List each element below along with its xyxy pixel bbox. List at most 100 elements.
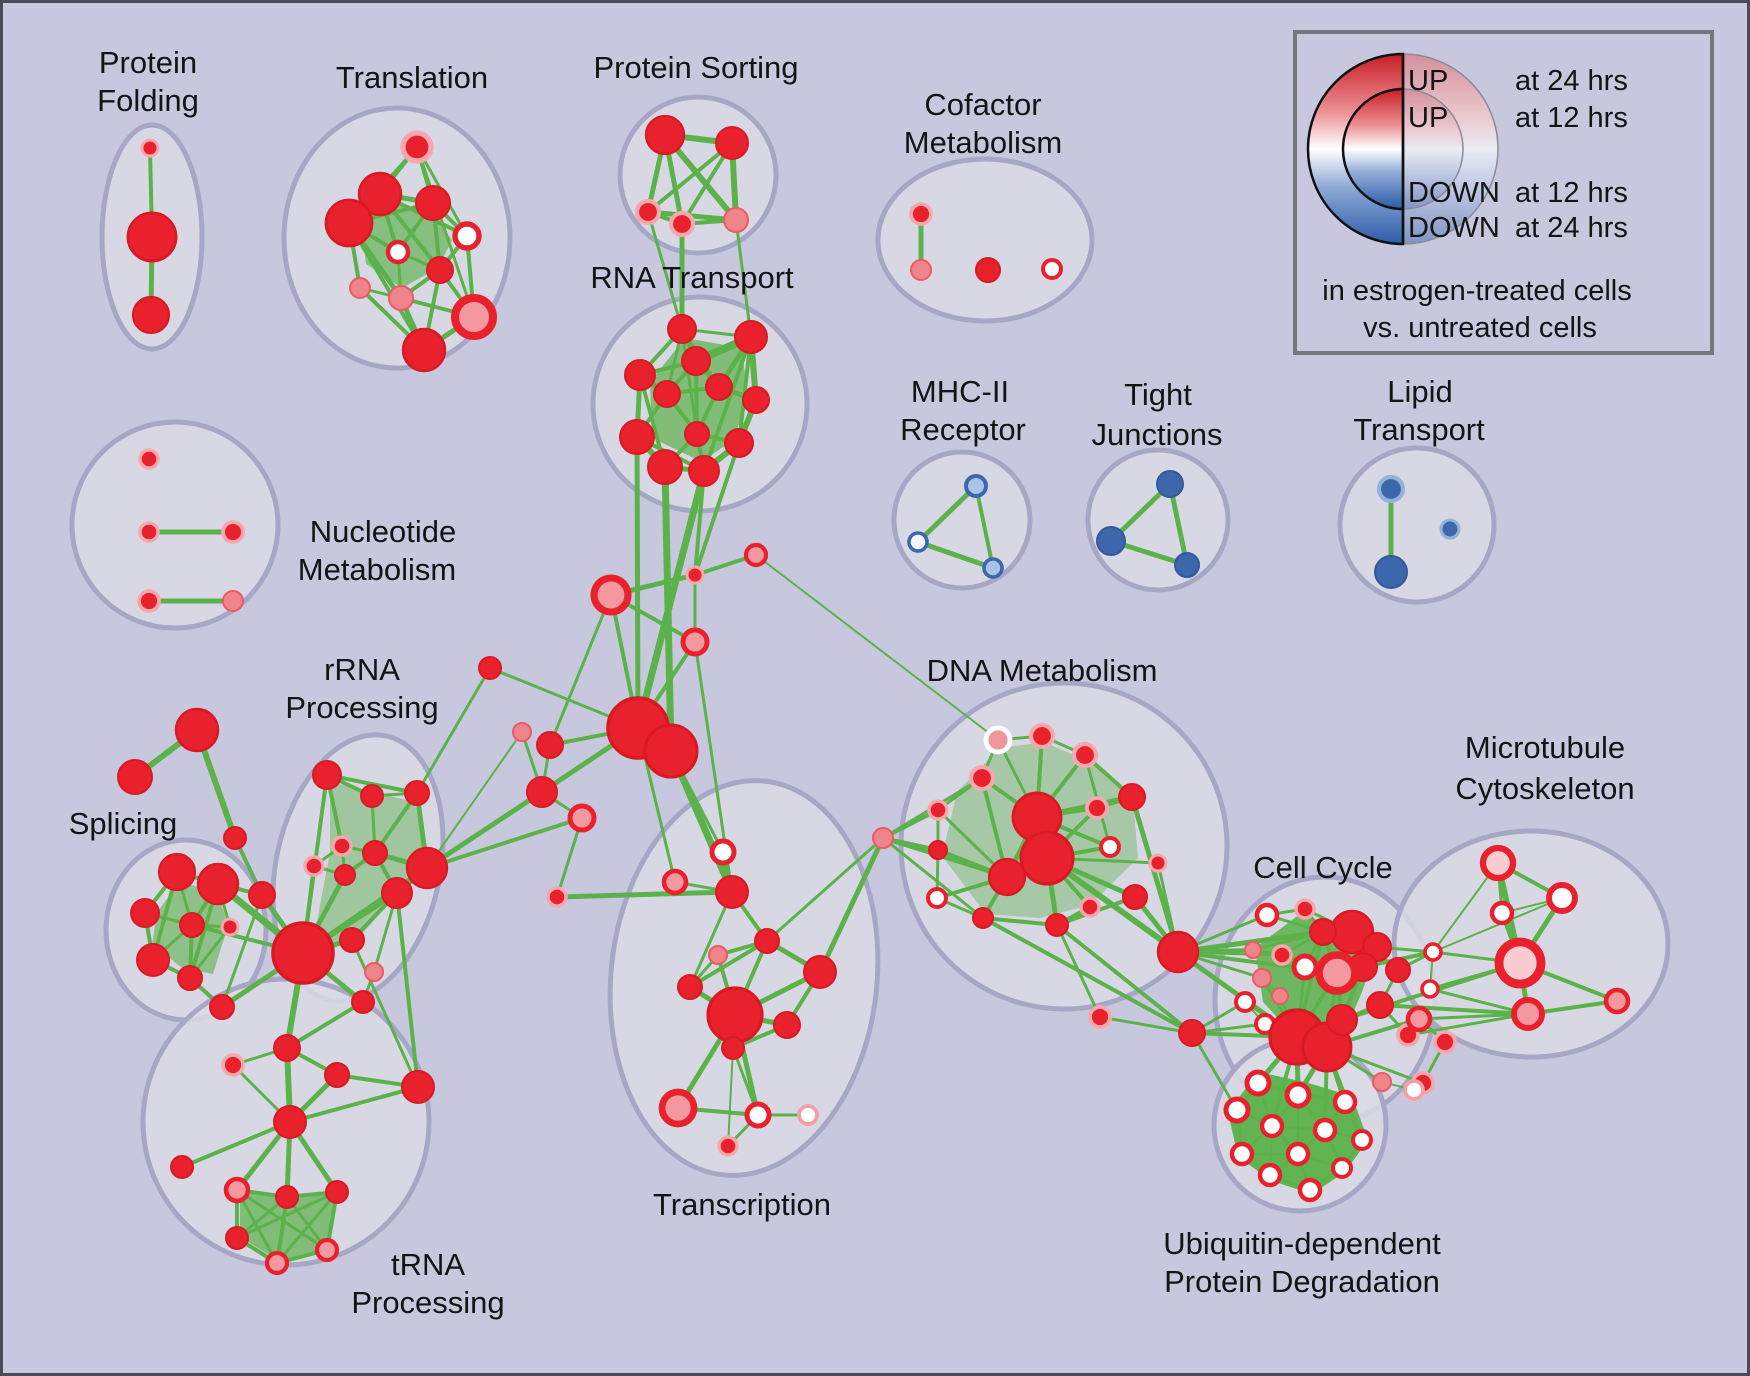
node-mt10 — [1433, 1030, 1457, 1054]
node-hx4 — [225, 1226, 249, 1250]
edge — [693, 469, 706, 577]
node-rt1 — [667, 314, 697, 344]
edge — [734, 218, 753, 339]
node-mt9 — [1405, 1005, 1433, 1033]
node-cc19 — [1385, 957, 1411, 983]
edge — [981, 916, 1194, 1035]
legend-inner-left-half — [1341, 87, 1405, 211]
node-dmc — [872, 827, 894, 849]
node-dm12 — [1099, 836, 1121, 858]
node-cc13 — [1234, 991, 1256, 1013]
node-tr3 — [415, 185, 451, 221]
node-nu4 — [137, 589, 161, 613]
node-tn5 — [401, 1070, 435, 1104]
node-cc23 — [1403, 1079, 1425, 1101]
node-mt4 — [1494, 937, 1546, 989]
node-dm2 — [1028, 722, 1056, 750]
edge — [727, 1047, 734, 1147]
edge — [1129, 794, 1181, 955]
node-nu5 — [222, 590, 244, 612]
nodes — [117, 114, 1631, 1276]
node-tj1 — [1156, 470, 1184, 498]
node-tj2 — [1096, 526, 1126, 556]
node-dm18 — [1088, 1005, 1112, 1029]
transcription-label: Transcription — [653, 1187, 831, 1222]
legend-time-1: at 12 hrs — [1515, 102, 1628, 134]
node-dm6 — [1118, 783, 1146, 811]
microtubule-label-2: Cytoskeleton — [1455, 771, 1634, 806]
node-spt3 — [223, 826, 247, 850]
edge — [688, 890, 734, 989]
protein-sorting-label: Protein Sorting — [593, 50, 798, 85]
node-rt5 — [705, 373, 733, 401]
node-pf2 — [126, 211, 178, 263]
node-rt4 — [624, 359, 656, 391]
edge — [1432, 862, 1499, 953]
node-ub6 — [1312, 1117, 1338, 1143]
node-rt2 — [734, 320, 768, 354]
node-rr16 — [221, 1053, 245, 1077]
nucleotide-label-1: Nucleotide — [310, 514, 456, 549]
edge — [1190, 1031, 1239, 1112]
node-mt3 — [1489, 900, 1515, 926]
edge — [425, 816, 584, 870]
node-sp4 — [179, 912, 205, 938]
node-ps1 — [644, 114, 686, 156]
rrna-label-2: Processing — [285, 690, 438, 725]
node-sp2 — [196, 862, 240, 906]
legend-direction-3: DOWN — [1408, 212, 1500, 244]
legend-direction-2: DOWN — [1408, 177, 1500, 209]
cell-cycle-label: Cell Cycle — [1253, 850, 1393, 885]
node-hx2 — [275, 1185, 299, 1209]
node-cf3 — [975, 257, 1001, 283]
rrna-label-1: rRNA — [324, 652, 400, 687]
node-tc0 — [709, 838, 737, 866]
node-tc8 — [773, 1011, 801, 1039]
node-mh3 — [982, 557, 1004, 579]
edge — [634, 434, 641, 731]
node-tr10 — [451, 294, 497, 340]
node-cc22 — [1372, 1072, 1392, 1092]
cofactor-label-2: Metabolism — [904, 125, 1063, 160]
node-tc7 — [706, 986, 764, 1044]
node-mt6 — [1603, 987, 1631, 1015]
node-hx1 — [223, 1176, 251, 1204]
node-spt2 — [117, 759, 153, 795]
edge — [180, 1120, 292, 1169]
node-cn1 — [590, 574, 632, 616]
node-dm3 — [1071, 741, 1099, 769]
translation-label: Translation — [336, 60, 488, 95]
node-cc11 — [1252, 968, 1272, 988]
node-ub8 — [1229, 1141, 1255, 1167]
node-tr5 — [452, 221, 482, 251]
mhc-label-1: MHC-II — [911, 374, 1009, 409]
edge — [554, 889, 735, 900]
node-dm4 — [968, 764, 996, 792]
node-sp1 — [157, 852, 197, 892]
node-cn2 — [685, 565, 705, 585]
microtubule-label-1: Microtubule — [1465, 730, 1625, 765]
edge — [285, 1000, 365, 1050]
node-pf3 — [131, 295, 171, 335]
node-ub2 — [1284, 1081, 1312, 1109]
node-ub4 — [1223, 1096, 1251, 1124]
node-rt8 — [684, 421, 710, 447]
node-tnHub — [273, 1105, 307, 1139]
node-cf1 — [909, 202, 933, 226]
node-pf1 — [140, 138, 160, 158]
ubiquitin-label-1: Ubiquitin-dependent — [1163, 1226, 1441, 1261]
edge — [1432, 897, 1563, 953]
node-dm13 — [926, 887, 948, 909]
trna-label-2: Processing — [351, 1285, 504, 1320]
node-rt7 — [742, 386, 770, 414]
node-dm8 — [928, 840, 948, 860]
node-cf4 — [1041, 258, 1063, 280]
node-tc10 — [658, 1088, 698, 1128]
legend-direction-0: UP — [1408, 65, 1448, 97]
edge — [395, 891, 420, 1089]
edge — [350, 938, 420, 1089]
node-ps2 — [715, 126, 749, 160]
node-rr9 — [339, 927, 365, 953]
